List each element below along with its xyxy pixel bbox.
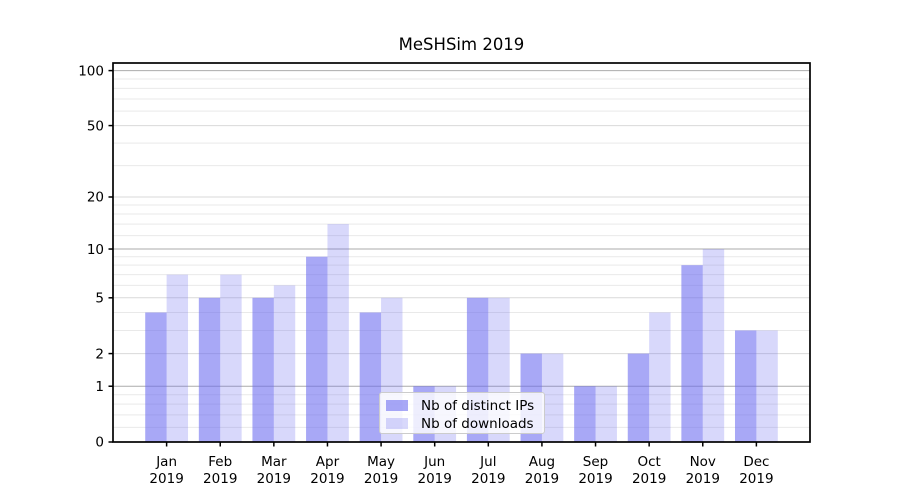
bar-distinct-ips <box>681 265 703 442</box>
x-tick-label-month: Oct <box>637 454 660 470</box>
bar-downloads <box>327 224 349 442</box>
legend-swatch-distinct-ips <box>386 400 408 411</box>
x-tick-label-year: 2019 <box>149 471 183 487</box>
x-tick-label-month: Dec <box>743 454 769 470</box>
x-tick-label-month: Nov <box>690 454 716 470</box>
x-tick-label-month: Feb <box>208 454 232 470</box>
x-tick-label-month: May <box>367 454 395 470</box>
x-tick-label-year: 2019 <box>739 471 773 487</box>
axes-frame <box>112 62 811 443</box>
x-tick-label-year: 2019 <box>364 471 398 487</box>
x-tick-label-month: Sep <box>583 454 608 470</box>
bar-distinct-ips <box>252 297 274 442</box>
bar-distinct-ips <box>734 330 757 442</box>
x-tick-label-year: 2019 <box>203 471 237 487</box>
x-tick-label-month: Mar <box>261 454 287 470</box>
y-tick-label: 0 <box>95 435 104 451</box>
bar-distinct-ips <box>574 386 596 442</box>
bar-downloads <box>166 274 189 442</box>
x-tick-label-month: Apr <box>316 454 340 470</box>
bar-distinct-ips <box>198 297 221 442</box>
legend: Nb of distinct IPs Nb of downloads <box>379 392 545 434</box>
chart-title: MeSHSim 2019 <box>398 35 525 54</box>
bar-distinct-ips <box>627 353 650 442</box>
y-tick-label: 1 <box>95 379 104 395</box>
y-tick-label: 10 <box>87 242 104 258</box>
x-tick-label-year: 2019 <box>418 471 452 487</box>
x-tick-label-year: 2019 <box>525 471 559 487</box>
bar-downloads <box>649 312 671 442</box>
y-tick-label: 100 <box>78 63 104 79</box>
x-tick-label-month: Jun <box>423 454 445 470</box>
y-tick-label: 2 <box>95 346 104 362</box>
x-tick-label-year: 2019 <box>310 471 344 487</box>
legend-label-downloads: Nb of downloads <box>421 415 534 432</box>
x-tick-label-year: 2019 <box>471 471 505 487</box>
x-tick-label-year: 2019 <box>686 471 720 487</box>
bar-distinct-ips <box>145 312 167 442</box>
bar-downloads <box>756 330 778 442</box>
axes: 0125102050100Jan2019Feb2019Mar2019Apr201… <box>78 62 811 487</box>
bar-downloads <box>595 386 617 442</box>
x-tick-label-month: Aug <box>529 454 555 470</box>
x-tick-label-month: Jan <box>155 454 177 470</box>
y-tick-label: 5 <box>95 291 104 307</box>
bar-distinct-ips <box>359 312 382 442</box>
bar-downloads <box>541 353 564 442</box>
y-tick-label: 20 <box>87 190 104 206</box>
legend-label-distinct-ips: Nb of distinct IPs <box>421 397 535 414</box>
y-tick-label: 50 <box>87 118 104 134</box>
x-tick-label-year: 2019 <box>578 471 612 487</box>
legend-swatch-downloads <box>386 418 408 429</box>
bar-downloads <box>273 285 296 442</box>
x-tick-label-year: 2019 <box>257 471 291 487</box>
bar-distinct-ips <box>306 256 328 442</box>
bar-downloads <box>220 274 242 442</box>
bar-downloads <box>702 249 725 442</box>
legend-item-downloads: Nb of downloads <box>386 415 538 432</box>
legend-item-distinct-ips: Nb of distinct IPs <box>386 397 538 414</box>
x-tick-label-year: 2019 <box>632 471 666 487</box>
x-tick-label-month: Jul <box>479 454 496 470</box>
